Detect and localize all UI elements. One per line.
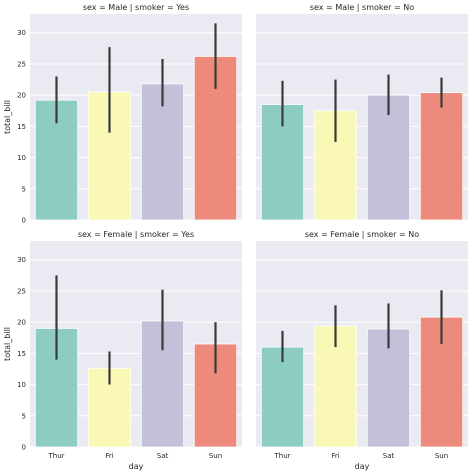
x-tick-label: Sun	[435, 452, 448, 460]
y-tick-label: 10	[17, 381, 26, 389]
y-tick-label: 20	[17, 92, 26, 100]
x-tick-label: Fri	[105, 452, 113, 460]
x-tick-label: Sun	[209, 452, 222, 460]
bar-sat	[366, 328, 411, 448]
y-tick-label: 15	[17, 350, 26, 358]
x-axis-label: day	[355, 462, 370, 471]
y-tick-label: 0	[22, 444, 26, 452]
panel-title: sex = Male | smoker = Yes	[83, 3, 189, 12]
y-axis-label: total_bill	[3, 327, 12, 361]
panel-title: sex = Male | smoker = No	[310, 3, 414, 12]
facet-panel-4: sex = Female | smoker = No Thur Fri Sat Sun d…	[256, 230, 468, 471]
x-axis-label: day	[129, 462, 144, 471]
x-tick-label: Fri	[331, 452, 339, 460]
y-tick-label: 10	[17, 154, 26, 162]
y-tick-label: 30	[17, 29, 26, 37]
y-tick-label: 5	[22, 412, 26, 420]
y-tick-label: 25	[17, 287, 26, 295]
bar-thur	[260, 346, 305, 448]
y-axis-label: total_bill	[3, 100, 12, 134]
y-tick-label: 20	[17, 319, 26, 327]
x-tick-label: Sat	[383, 452, 395, 460]
facet-panel-1: sex = Male | smoker = Yes 0 5 10 15 20 25 30 tot…	[3, 3, 242, 225]
y-tick-label: 30	[17, 256, 26, 264]
x-tick-label: Thur	[273, 452, 290, 460]
y-tick-label: 0	[22, 217, 26, 225]
y-tick-label: 5	[22, 185, 26, 193]
bar-sun	[193, 343, 238, 448]
facet-panel-3: sex = Female | smoker = Yes 0 5 10 15 20 25 30 t…	[3, 230, 242, 471]
facet-panel-2: sex = Male | smoker = No	[256, 3, 468, 221]
panel-title: sex = Female | smoker = Yes	[78, 230, 194, 239]
x-tick-label: Thur	[47, 452, 64, 460]
panel-title: sex = Female | smoker = No	[305, 230, 419, 239]
y-tick-label: 25	[17, 60, 26, 68]
bar-sat	[366, 94, 411, 221]
x-tick-label: Sat	[157, 452, 169, 460]
y-tick-label: 15	[17, 123, 26, 131]
bar-sun	[419, 92, 464, 221]
